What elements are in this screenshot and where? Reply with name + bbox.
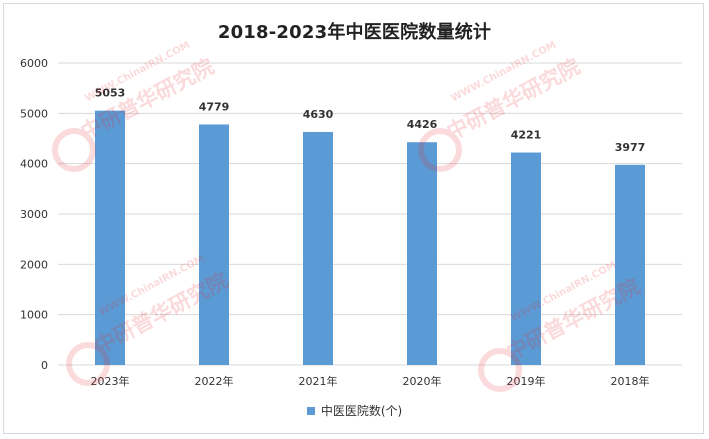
data-labels: 5053 4779 4630 4426 4221 3977 <box>95 87 646 154</box>
y-tick-label: 5000 <box>20 107 48 120</box>
bar <box>615 164 645 365</box>
chart-title: 2018-2023年中医医院数量统计 <box>217 22 492 43</box>
x-tick-label: 2023年 <box>91 374 130 388</box>
x-axis-ticks: 2023年 2022年 2021年 2020年 2019年 2018年 <box>91 374 650 388</box>
y-tick-label: 2000 <box>20 258 48 271</box>
chart-legend: 中医医院数(个) <box>0 402 709 419</box>
data-label: 4630 <box>303 108 334 121</box>
bar <box>511 152 541 365</box>
y-tick-label: 4000 <box>20 158 48 171</box>
data-label: 4221 <box>511 129 542 142</box>
data-label: 5053 <box>95 87 126 100</box>
legend-swatch <box>306 407 315 415</box>
data-label: 4779 <box>199 100 230 113</box>
x-tick-label: 2020年 <box>403 374 442 388</box>
bar <box>95 110 125 365</box>
legend-label: 中医医院数(个) <box>320 404 403 418</box>
bars <box>95 110 645 365</box>
y-tick-label: 0 <box>41 359 48 372</box>
data-label: 4426 <box>407 118 438 131</box>
x-tick-label: 2022年 <box>195 374 234 388</box>
y-axis-ticks: 0 1000 2000 3000 4000 5000 6000 <box>20 57 48 372</box>
x-tick-label: 2019年 <box>507 374 546 388</box>
y-tick-label: 6000 <box>20 57 48 70</box>
gridlines <box>58 62 682 366</box>
y-tick-label: 3000 <box>20 208 48 221</box>
data-label: 3977 <box>615 141 646 154</box>
x-tick-label: 2021年 <box>299 374 338 388</box>
x-tick-label: 2018年 <box>611 374 650 388</box>
bar <box>199 124 229 365</box>
y-tick-label: 1000 <box>20 309 48 322</box>
bar <box>407 142 437 365</box>
bar <box>303 131 333 365</box>
